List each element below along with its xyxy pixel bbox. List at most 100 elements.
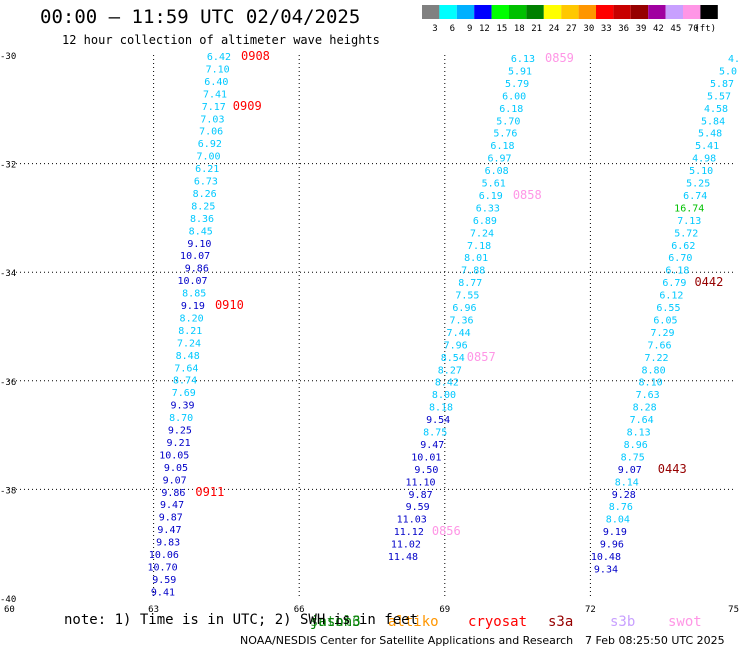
legend-swatch <box>630 5 649 19</box>
map-note: note: 1) Time is in UTC; 2) SWH is in fe… <box>64 612 419 628</box>
wave-height-value: 6.00 <box>502 91 526 102</box>
legend-swatch <box>648 5 666 19</box>
wave-height-value: 6.18 <box>665 266 689 277</box>
wave-height-value: 5.72 <box>674 228 698 239</box>
wave-height-value: 9.54 <box>426 415 450 426</box>
wave-height-value: 10.01 <box>411 452 441 463</box>
wave-height-value: 8.76 <box>609 502 633 513</box>
lon-tick-label: 72 <box>585 605 596 615</box>
wave-height-value: 11.10 <box>405 477 435 488</box>
wave-height-value: 6.92 <box>198 139 222 150</box>
wave-height-value: 7.29 <box>650 328 674 339</box>
wave-height-value: 6.74 <box>683 191 707 202</box>
wave-height-value: 5.48 <box>698 129 722 140</box>
lat-tick-label: -38 <box>0 486 16 496</box>
wave-height-value: 7.22 <box>644 353 668 364</box>
legend-label: 42 <box>653 24 664 34</box>
footer-credit: NOAA/NESDIS Center for Satellite Applica… <box>240 634 574 647</box>
wave-height-value: 5.57 <box>707 91 731 102</box>
track-time-label: 0911 <box>195 485 224 499</box>
lon-tick-label: 69 <box>439 605 450 615</box>
wave-height-value: 10.06 <box>149 550 179 561</box>
wave-height-value: 8.26 <box>193 189 217 200</box>
wave-height-value: 7.36 <box>449 315 473 326</box>
satellite-legend-sentinel6: sntnl6 <box>310 614 361 630</box>
legend-label: 45 <box>670 24 681 34</box>
wave-height-value: 8.36 <box>190 214 214 225</box>
wave-height-value: 6.73 <box>194 177 218 188</box>
wave-height-value: 7.00 <box>196 152 220 163</box>
wave-height-value: 7.24 <box>470 228 494 239</box>
legend-label: 39 <box>636 24 647 34</box>
wave-height-value: 6.05 <box>653 315 677 326</box>
wave-height-value: 8.75 <box>621 452 645 463</box>
map-subtitle: 12 hour collection of altimeter wave hei… <box>62 33 380 47</box>
legend-label: 15 <box>496 24 507 34</box>
legend-swatch <box>422 5 440 19</box>
wave-height-value: 7.13 <box>677 216 701 227</box>
wave-height-value: 9.96 <box>600 540 624 551</box>
wave-height-value: 9.87 <box>409 490 433 501</box>
track-time-label: 0443 <box>658 462 687 476</box>
wave-height-value: 5.84 <box>701 116 725 127</box>
wave-height-value: 4. <box>728 54 740 65</box>
legend-swatch <box>526 5 544 19</box>
legend-swatch <box>491 5 509 19</box>
wave-height-value: 11.48 <box>388 552 418 563</box>
legend-label: 18 <box>514 24 525 34</box>
wave-height-value: 8.13 <box>627 428 651 439</box>
wave-height-value: 9.34 <box>594 564 618 575</box>
legend-swatch <box>613 5 631 19</box>
wave-height-value: 7.55 <box>455 291 479 302</box>
lat-tick-label: -34 <box>0 269 16 279</box>
wave-height-value: 4.98 <box>692 154 716 165</box>
wave-height-value: 8.96 <box>624 440 648 451</box>
legend-swatch <box>474 5 492 19</box>
wave-height-value: 9.19 <box>603 527 627 538</box>
lat-tick-label: -30 <box>0 52 16 62</box>
wave-height-value: 6.70 <box>668 253 692 264</box>
wave-height-value: 9.59 <box>406 502 430 513</box>
wave-height-value: 7.18 <box>467 241 491 252</box>
wave-height-value: 8.21 <box>178 326 202 337</box>
legend-swatch <box>439 5 457 19</box>
wave-height-value: 8.18 <box>429 403 453 414</box>
wave-height-value: 6.40 <box>204 77 228 88</box>
wave-height-value: 6.62 <box>671 241 695 252</box>
satellite-legend-s3a: s3a <box>548 614 573 630</box>
legend-swatch <box>456 5 475 19</box>
legend-label: 12 <box>479 24 490 34</box>
wave-height-value: 7.44 <box>447 328 471 339</box>
lon-tick-label: 60 <box>4 605 15 615</box>
wave-height-value: 9.39 <box>170 401 194 412</box>
wave-height-value: 7.64 <box>630 415 654 426</box>
wave-height-value: 9.07 <box>163 475 187 486</box>
wave-height-value: 7.96 <box>444 340 468 351</box>
wave-height-value: 8.27 <box>438 365 462 376</box>
wave-height-value: 6.55 <box>656 303 680 314</box>
wave-height-value: 9.10 <box>187 239 211 250</box>
wave-height-value: 10.48 <box>591 552 621 563</box>
wave-height-value: 8.77 <box>458 278 482 289</box>
legend-label: 9 <box>467 24 472 34</box>
footer-timestamp: 7 Feb 08:25:50 UTC 2025 <box>585 634 725 647</box>
wave-height-value: 8.10 <box>639 378 663 389</box>
wave-height-value: 9.87 <box>159 513 183 524</box>
wave-height-value: 10.70 <box>147 562 177 573</box>
wave-height-value: 7.10 <box>206 64 230 75</box>
wave-height-value: 16.74 <box>674 203 704 214</box>
wave-height-value: 7.66 <box>647 340 671 351</box>
satellite-legend-cryosat: cryosat <box>468 614 527 630</box>
wave-height-value: 6.89 <box>473 216 497 227</box>
lon-tick-label: 63 <box>148 605 159 615</box>
legend-label: 27 <box>566 24 577 34</box>
legend-swatch <box>596 5 614 19</box>
satellite-legend-s3b: s3b <box>610 614 635 630</box>
wave-height-value: 11.12 <box>394 527 424 538</box>
wave-height-value: 5.25 <box>686 179 710 190</box>
wave-height-value: 8.85 <box>182 289 206 300</box>
track-time-label: 0908 <box>241 49 270 63</box>
wave-height-value: 7.41 <box>203 89 227 100</box>
wave-height-value: 7.63 <box>636 390 660 401</box>
